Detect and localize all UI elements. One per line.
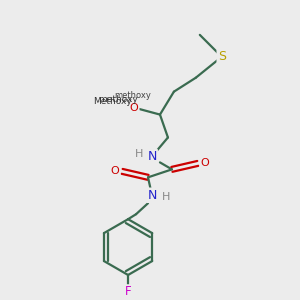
Text: N: N [147, 150, 157, 163]
Text: O: O [130, 103, 138, 112]
Text: O: O [111, 167, 119, 176]
Text: S: S [218, 50, 226, 63]
Text: F: F [125, 285, 131, 298]
Text: H: H [162, 192, 170, 202]
Text: methoxy: methoxy [98, 95, 138, 104]
Text: O: O [200, 158, 209, 168]
Text: Methoxy: Methoxy [93, 97, 131, 106]
Text: methoxy: methoxy [115, 91, 152, 100]
Text: N: N [147, 189, 157, 202]
Text: H: H [135, 149, 143, 159]
